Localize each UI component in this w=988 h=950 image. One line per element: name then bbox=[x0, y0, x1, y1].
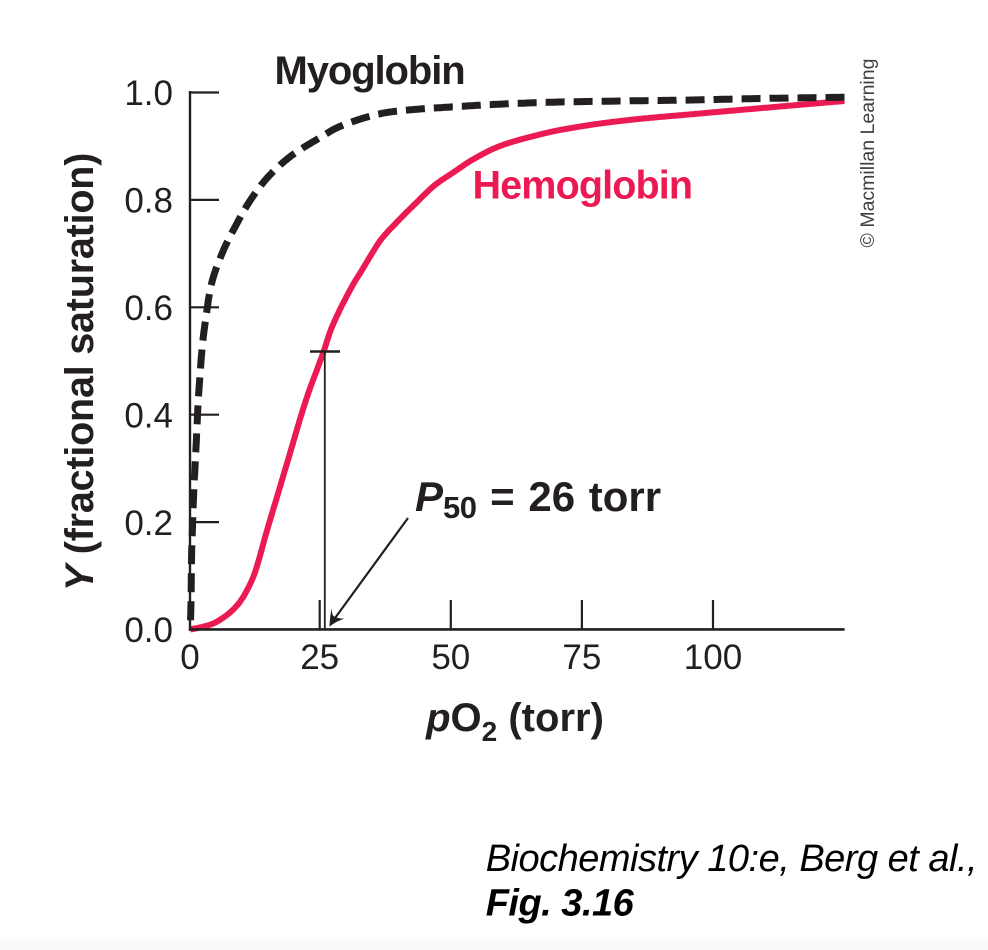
svg-text:0.2: 0.2 bbox=[124, 504, 173, 543]
svg-text:25: 25 bbox=[300, 638, 339, 677]
svg-text:pO2 (torr): pO2 (torr) bbox=[425, 696, 604, 747]
svg-text:Myoglobin: Myoglobin bbox=[275, 49, 465, 93]
svg-text:0.8: 0.8 bbox=[124, 182, 173, 221]
svg-text:Hemoglobin: Hemoglobin bbox=[473, 164, 693, 208]
svg-text:P50 = 26 torr: P50 = 26 torr bbox=[415, 473, 661, 525]
svg-text:Y (fractional saturation): Y (fractional saturation) bbox=[58, 153, 102, 591]
svg-text:Biochemistry 10:e, Berg et al.: Biochemistry 10:e, Berg et al., bbox=[486, 838, 977, 880]
svg-text:1.0: 1.0 bbox=[124, 74, 173, 113]
svg-text:75: 75 bbox=[562, 638, 601, 677]
svg-text:0.6: 0.6 bbox=[124, 289, 173, 328]
svg-text:© Macmillan Learning: © Macmillan Learning bbox=[857, 59, 879, 248]
svg-text:50: 50 bbox=[431, 638, 470, 677]
svg-text:100: 100 bbox=[684, 638, 742, 677]
svg-text:0.4: 0.4 bbox=[124, 396, 173, 435]
svg-text:0: 0 bbox=[180, 638, 199, 677]
svg-text:Fig. 3.16: Fig. 3.16 bbox=[486, 883, 635, 925]
svg-text:0.0: 0.0 bbox=[124, 611, 173, 650]
